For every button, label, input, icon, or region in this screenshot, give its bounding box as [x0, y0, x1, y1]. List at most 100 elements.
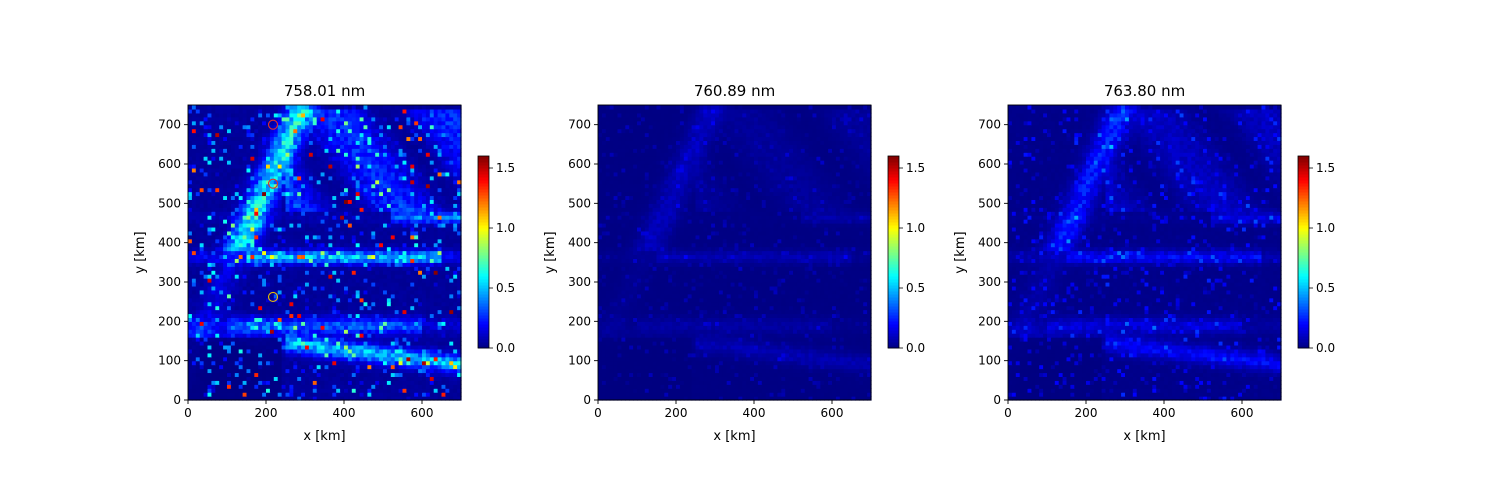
heatmap-cell — [320, 325, 326, 330]
heatmap-cell — [227, 396, 232, 401]
heatmap-cell — [367, 325, 372, 330]
heatmap-cell — [363, 164, 368, 169]
heatmap-cell — [203, 282, 209, 287]
heatmap-cell — [457, 392, 462, 397]
heatmap-cell — [437, 352, 443, 358]
heatmap-cell — [351, 238, 357, 244]
heatmap-cell — [219, 388, 224, 393]
heatmap-cell — [390, 226, 396, 232]
heatmap-cell — [453, 187, 458, 193]
heatmap-cell — [359, 258, 365, 263]
heatmap-cell — [406, 226, 411, 232]
heatmap-cell — [266, 266, 271, 271]
heatmap-cell — [332, 262, 337, 267]
heatmap-cell — [281, 309, 287, 315]
heatmap-cell — [203, 329, 209, 334]
heatmap-cell — [429, 313, 435, 318]
heatmap-cell — [449, 278, 454, 283]
heatmap-cell — [429, 333, 435, 338]
heatmap-cell — [344, 341, 349, 346]
heatmap-cell — [254, 199, 259, 204]
heatmap-cell — [425, 258, 431, 263]
heatmap-cell — [441, 376, 446, 381]
heatmap-cell — [371, 234, 376, 240]
heatmap-cell — [281, 372, 287, 377]
heatmap-cell — [188, 250, 193, 256]
heatmap-cell — [402, 234, 407, 240]
heatmap-cell — [199, 384, 205, 389]
heatmap-cell — [191, 293, 197, 299]
heatmap-cell — [238, 211, 244, 216]
heatmap-cell — [254, 144, 259, 149]
heatmap-cell — [441, 167, 446, 173]
heatmap-cell — [402, 219, 407, 224]
heatmap-cell — [328, 187, 333, 193]
heatmap-cell — [262, 376, 267, 381]
heatmap-cell — [308, 128, 314, 134]
heatmap-cell — [219, 262, 224, 267]
heatmap-cell — [406, 128, 411, 134]
heatmap-cell — [324, 199, 329, 204]
heatmap-cell — [316, 230, 322, 236]
heatmap-cell — [433, 124, 439, 130]
heatmap-cell — [297, 293, 302, 299]
heatmap-cell — [425, 160, 431, 165]
heatmap-cell — [367, 234, 372, 240]
heatmap-cell — [269, 254, 275, 259]
heatmap-cell — [394, 215, 400, 220]
heatmap-cell — [285, 380, 290, 385]
heatmap-cell — [254, 293, 259, 299]
heatmap-cell — [281, 242, 287, 248]
heatmap-cell — [234, 305, 240, 311]
heatmap-cell — [301, 384, 306, 389]
heatmap-cell — [266, 356, 271, 362]
heatmap-cell — [297, 207, 302, 212]
heatmap-cell — [211, 352, 216, 358]
heatmap-cell — [246, 215, 251, 220]
heatmap-cell — [254, 376, 259, 381]
heatmap-cell — [351, 120, 357, 126]
heatmap-cell — [433, 183, 439, 189]
heatmap-cell — [297, 226, 302, 232]
heatmap-cell — [207, 258, 212, 263]
heatmap-cell — [425, 313, 431, 318]
heatmap-cell — [312, 305, 318, 311]
heatmap-cell — [406, 238, 411, 244]
heatmap-cell — [351, 203, 357, 208]
heatmap-cell — [316, 289, 322, 295]
heatmap-cell — [328, 352, 333, 358]
heatmap-cell — [308, 301, 314, 307]
heatmap-cell — [375, 364, 380, 370]
heatmap-cell — [312, 183, 318, 189]
heatmap-cell — [433, 372, 439, 377]
heatmap-cell — [441, 207, 446, 212]
heatmap-cell — [188, 152, 193, 157]
heatmap-cell — [355, 132, 361, 138]
heatmap-cell — [246, 372, 251, 377]
heatmap-cell — [375, 301, 380, 307]
heatmap-cell — [429, 368, 435, 374]
heatmap-cell — [429, 124, 435, 130]
heatmap-cell — [301, 226, 306, 232]
heatmap-cell — [305, 333, 310, 338]
heatmap-cell — [289, 215, 294, 220]
heatmap-cell — [340, 392, 345, 397]
heatmap-cell — [266, 175, 271, 181]
heatmap-cell — [277, 242, 283, 248]
heatmap-cell — [242, 266, 248, 271]
heatmap-cell — [277, 262, 283, 267]
heatmap-cell — [437, 313, 443, 318]
heatmap-cell — [363, 344, 368, 350]
heatmap-cell — [406, 309, 411, 315]
heatmap-cell — [215, 344, 220, 350]
heatmap-cell — [433, 258, 439, 263]
heatmap-cell — [386, 278, 392, 283]
heatmap-cell — [429, 234, 435, 240]
heatmap-cell — [394, 325, 400, 330]
heatmap-cell — [433, 380, 439, 385]
heatmap-cell — [285, 368, 290, 374]
heatmap-cell — [425, 211, 431, 216]
heatmap-cell — [336, 384, 341, 389]
heatmap-cell — [410, 226, 415, 232]
heatmap-cell — [227, 195, 232, 200]
